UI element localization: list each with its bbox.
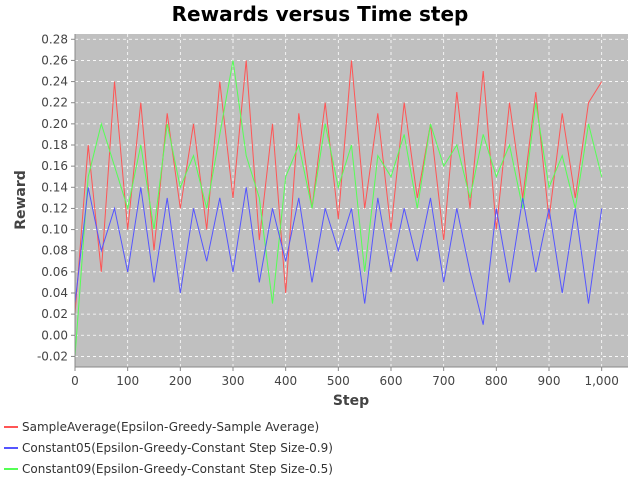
legend-label: Constant09(Epsilon-Greedy-Constant Step … bbox=[22, 461, 333, 476]
chart: Rewards versus Time step -0.02 0.00 0.02 0.… bbox=[13, 2, 628, 409]
series-line bbox=[74, 187, 603, 325]
ticks: -0.02 0.00 0.02 0.04 0.06 0.08 0.10 0.12 0.14 0.1… bbox=[37, 32, 619, 388]
x-tick-label: 600 bbox=[380, 374, 403, 388]
legend-swatch bbox=[4, 467, 18, 470]
y-tick-label: 0.08 bbox=[41, 244, 68, 258]
x-tick-label: 0 bbox=[71, 374, 79, 388]
x-tick-label: 800 bbox=[485, 374, 508, 388]
y-tick-label: 0.20 bbox=[41, 117, 68, 131]
x-tick-label: 200 bbox=[169, 374, 192, 388]
x-axis-label: Step bbox=[333, 393, 369, 409]
x-tick-label: 300 bbox=[222, 374, 245, 388]
y-tick-label: 0.14 bbox=[41, 180, 68, 194]
x-tick-label: 1,000 bbox=[584, 374, 618, 388]
y-tick-label: 0.10 bbox=[41, 223, 68, 237]
y-tick-label: -0.02 bbox=[37, 349, 68, 363]
y-tick-label: 0.12 bbox=[41, 201, 68, 215]
y-tick-label: 0.18 bbox=[41, 138, 68, 152]
legend-swatch bbox=[4, 446, 18, 449]
chart-title: Rewards versus Time step bbox=[172, 2, 469, 26]
y-tick-label: 0.22 bbox=[41, 96, 68, 110]
x-tick-label: 100 bbox=[116, 374, 139, 388]
legend-label: Constant05(Epsilon-Greedy-Constant Step … bbox=[22, 440, 333, 455]
y-tick-label: 0.24 bbox=[41, 75, 68, 89]
legend: SampleAverage(Epsilon-Greedy-Sample Aver… bbox=[4, 416, 333, 479]
y-axis-label: Reward bbox=[13, 170, 29, 230]
y-tick-label: 0.26 bbox=[41, 53, 68, 67]
y-tick-label: 0.00 bbox=[41, 328, 68, 342]
axes bbox=[74, 34, 628, 368]
legend-item: Constant05(Epsilon-Greedy-Constant Step … bbox=[4, 437, 333, 458]
y-tick-label: 0.06 bbox=[41, 265, 68, 279]
y-tick-label: 0.16 bbox=[41, 159, 68, 173]
x-tick-label: 700 bbox=[432, 374, 455, 388]
legend-swatch bbox=[4, 425, 18, 428]
y-tick-label: 0.02 bbox=[41, 307, 68, 321]
x-tick-label: 900 bbox=[538, 374, 561, 388]
x-tick-label: 500 bbox=[327, 374, 350, 388]
y-tick-label: 0.28 bbox=[41, 32, 68, 46]
series-line bbox=[74, 60, 603, 357]
x-tick-label: 400 bbox=[274, 374, 297, 388]
series-layer bbox=[74, 60, 603, 357]
legend-label: SampleAverage(Epsilon-Greedy-Sample Aver… bbox=[22, 419, 320, 434]
legend-item: SampleAverage(Epsilon-Greedy-Sample Aver… bbox=[4, 416, 333, 437]
legend-item: Constant09(Epsilon-Greedy-Constant Step … bbox=[4, 458, 333, 479]
y-tick-label: 0.04 bbox=[41, 286, 68, 300]
